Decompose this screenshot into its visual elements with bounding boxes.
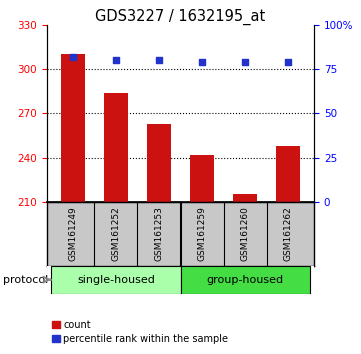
Bar	[147, 124, 171, 202]
Point	[285, 59, 291, 65]
Point	[70, 54, 76, 59]
Text: GSM161253: GSM161253	[155, 206, 164, 261]
Text: protocol: protocol	[3, 275, 48, 285]
Bar	[233, 194, 257, 202]
Point	[199, 59, 205, 65]
Legend: count, percentile rank within the sample: count, percentile rank within the sample	[52, 320, 229, 344]
Text: single-housed: single-housed	[77, 275, 155, 285]
Text: group-housed: group-housed	[206, 275, 284, 285]
Bar	[190, 155, 214, 202]
Text: GSM161259: GSM161259	[197, 206, 206, 261]
Point	[242, 59, 248, 65]
Bar	[277, 146, 300, 202]
Point	[156, 57, 162, 63]
Bar	[61, 54, 84, 202]
Bar	[51, 266, 180, 294]
Text: GSM161252: GSM161252	[112, 206, 120, 261]
Text: GSM161260: GSM161260	[241, 206, 249, 261]
Point	[113, 57, 119, 63]
Text: GSM161249: GSM161249	[68, 206, 77, 261]
Title: GDS3227 / 1632195_at: GDS3227 / 1632195_at	[95, 8, 266, 25]
Text: GSM161262: GSM161262	[284, 206, 293, 261]
Bar	[180, 266, 310, 294]
Bar	[104, 93, 128, 202]
